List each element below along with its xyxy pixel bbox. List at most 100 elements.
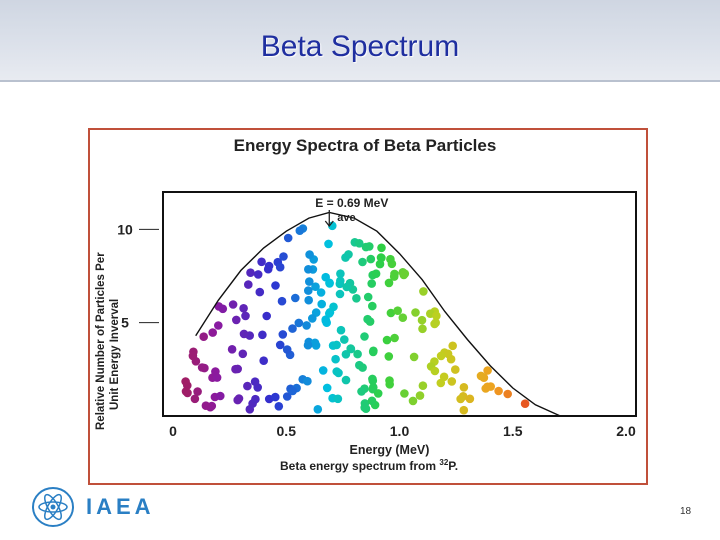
particle-dot	[342, 282, 351, 292]
particle-dot	[331, 354, 340, 364]
y-axis-label-2: Unit Energy Inverval	[109, 299, 121, 410]
particle-dot	[295, 226, 305, 235]
particle-dot	[291, 293, 300, 303]
chart-caption: Beta energy spectrum from 32P.	[280, 458, 458, 473]
particle-dot	[282, 392, 292, 401]
particle-dot	[366, 254, 376, 264]
particle-dot	[304, 265, 313, 274]
particle-dot	[336, 325, 346, 335]
particle-dot	[382, 335, 392, 345]
particle-dot	[377, 243, 386, 253]
particle-dot	[329, 302, 338, 312]
particle-dot	[367, 279, 377, 288]
particle-dot	[332, 340, 341, 350]
average-energy-subscript: ave	[337, 212, 355, 224]
particle-dot	[419, 287, 428, 296]
title-bar	[0, 0, 720, 82]
beta-spectrum-chart: Relative Number of Particles Per Unit En…	[95, 191, 637, 473]
x-tick-label: 1.0	[390, 423, 410, 439]
particle-dot	[448, 341, 458, 351]
particle-dot	[363, 292, 373, 302]
particle-dot	[328, 221, 337, 231]
particle-dot	[384, 352, 394, 361]
particle-dot	[335, 289, 345, 299]
particle-dot	[355, 239, 364, 248]
particle-dots	[181, 221, 530, 415]
particle-dot	[368, 376, 378, 385]
particle-dot	[358, 257, 367, 267]
page-number: 18	[680, 506, 692, 517]
particle-dot	[208, 328, 217, 337]
particle-dot	[197, 363, 207, 372]
particle-dot	[340, 335, 349, 344]
particle-dot	[386, 254, 395, 264]
particle-dot	[304, 295, 313, 305]
particle-dot	[193, 387, 202, 396]
particle-dot	[258, 330, 267, 340]
particle-dot	[408, 396, 418, 406]
particle-dot	[322, 383, 332, 393]
particle-dot	[446, 354, 456, 364]
particle-dot	[373, 389, 383, 398]
particle-dot	[409, 352, 419, 362]
particle-dot	[181, 387, 191, 396]
particle-dot	[390, 269, 399, 279]
particle-dot	[447, 377, 457, 386]
particle-dot	[494, 386, 503, 396]
particle-dot	[483, 382, 492, 392]
particle-dot	[386, 308, 396, 318]
particle-dot	[375, 259, 385, 269]
figure-frame: Energy Spectra of Beta Particles Relativ…	[88, 128, 648, 485]
particle-dot	[324, 239, 333, 249]
x-tick-label: 2.0	[616, 423, 636, 439]
particle-dot	[503, 389, 512, 399]
particle-dot	[313, 405, 323, 414]
particle-dot	[358, 363, 367, 372]
particle-dot	[390, 333, 399, 343]
particle-dot	[317, 299, 326, 309]
particle-dot	[353, 349, 362, 359]
iaea-atom-logo-icon	[32, 487, 74, 527]
particle-dot	[363, 314, 372, 324]
x-axis-label: Energy (MeV)	[350, 443, 430, 457]
particle-dot	[288, 324, 297, 333]
particle-dot	[283, 233, 293, 243]
particle-dot	[262, 311, 271, 321]
particle-dot	[211, 367, 220, 376]
particle-dot	[275, 262, 285, 272]
x-tick-label: 0.5	[277, 423, 297, 439]
y-tick-label: 5	[121, 315, 129, 331]
particle-dot	[302, 321, 311, 330]
particle-dot	[233, 395, 242, 405]
particle-dot	[318, 366, 328, 375]
particle-dot	[227, 345, 237, 354]
particle-dot	[311, 282, 320, 291]
particle-dot	[181, 377, 190, 386]
particle-dot	[305, 277, 314, 286]
particle-dot	[346, 344, 356, 353]
particle-dot	[239, 304, 248, 313]
particle-dot	[271, 392, 280, 402]
particle-dot	[432, 311, 441, 321]
particle-dot	[310, 338, 320, 348]
particle-dot	[436, 378, 446, 388]
particle-dot	[294, 318, 304, 328]
particle-dot	[250, 377, 260, 386]
x-tick-label: 1.5	[503, 423, 523, 439]
particle-dot	[336, 276, 345, 286]
particle-dot	[465, 394, 475, 404]
particle-dot	[430, 366, 440, 376]
particle-dot	[188, 351, 198, 361]
particle-dot	[369, 383, 378, 392]
particle-dot	[476, 371, 486, 381]
particle-dot	[430, 319, 439, 329]
particle-dot	[271, 281, 280, 290]
slide-title: Beta Spectrum	[260, 30, 460, 63]
particle-dot	[352, 294, 361, 303]
particle-dot	[360, 399, 370, 408]
particle-dot	[336, 269, 345, 278]
particle-dot	[246, 268, 255, 277]
particle-dot	[371, 269, 381, 278]
particle-dot	[368, 301, 377, 311]
particle-dot	[303, 376, 312, 386]
